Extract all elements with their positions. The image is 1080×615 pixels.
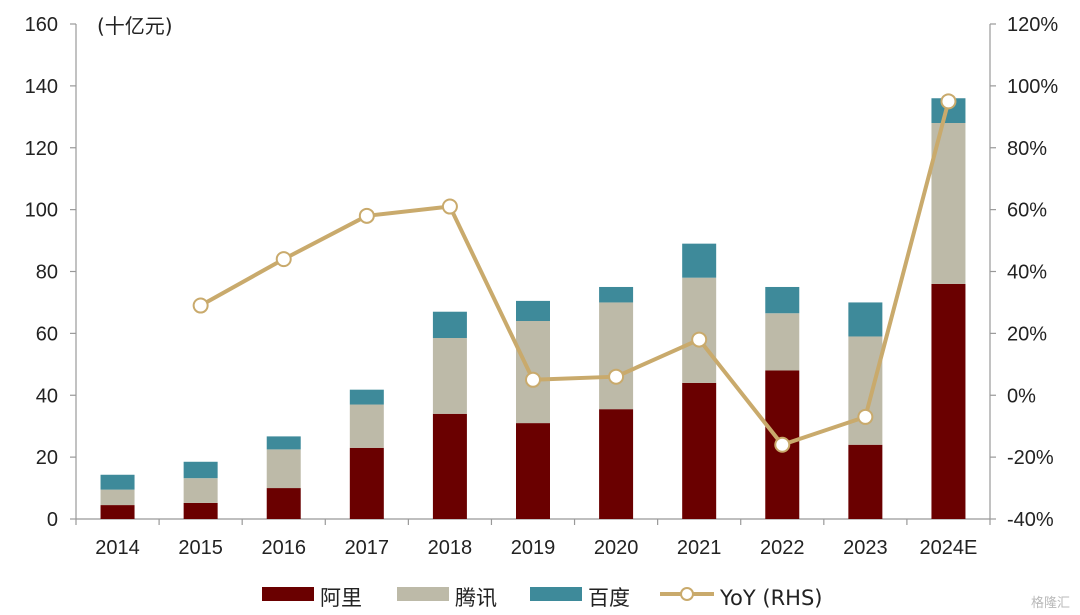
x-tick-label: 2023: [843, 537, 888, 559]
right-tick-label: -20%: [1007, 447, 1054, 469]
legend-swatch: [397, 587, 449, 601]
bar-segment: [100, 489, 135, 506]
bar-segment: [516, 300, 550, 321]
bar-segment: [266, 449, 301, 489]
watermark: 格隆汇: [1030, 596, 1070, 611]
unit-label: (十亿元): [97, 14, 173, 38]
left-tick-label: 160: [25, 14, 58, 36]
bar-segment: [349, 404, 384, 448]
x-tick-label: 2022: [760, 537, 805, 559]
x-tick-label: 2017: [345, 537, 390, 559]
right-tick-label: 40%: [1007, 262, 1047, 284]
bar-segment: [432, 311, 467, 339]
bar-segment: [100, 474, 135, 490]
yoy-point: [774, 436, 791, 453]
bar-segment: [349, 389, 384, 405]
x-tick-label: 2024E: [920, 537, 978, 559]
bar-segment: [848, 302, 883, 337]
yoy-point: [275, 251, 292, 268]
legend-swatch: [262, 587, 314, 601]
right-tick-label: 120%: [1007, 14, 1058, 36]
right-tick-label: 0%: [1007, 385, 1036, 407]
x-tick-label: 2020: [594, 537, 639, 559]
bar-segment: [599, 286, 634, 303]
bar-segment: [432, 338, 467, 414]
yoy-point: [441, 198, 458, 215]
tick-labels: 0 20 40 60 80 100 120 140 160 -40% -20% 0% 20% 40% 60%…: [25, 14, 1059, 559]
legend-marker: [680, 587, 694, 601]
bar-segment: [432, 413, 467, 519]
bar-segment: [765, 313, 800, 371]
bar-segment: [183, 502, 218, 519]
bar-segment: [349, 447, 384, 519]
right-tick-label: -40%: [1007, 509, 1054, 531]
legend: 阿里 腾讯 百度 YoY (RHS): [262, 586, 823, 610]
bar-segment: [266, 436, 301, 450]
yoy-point: [691, 331, 708, 348]
right-tick-label: 100%: [1007, 76, 1058, 98]
left-tick-label: 140: [25, 76, 58, 98]
bar-segment: [682, 382, 717, 519]
bar-segment: [516, 423, 550, 519]
yoy-point: [525, 371, 541, 388]
x-tick-label: 2021: [677, 537, 722, 559]
yoy-point: [608, 368, 625, 385]
legend-label: 百度: [588, 586, 630, 610]
x-tick-label: 2019: [511, 537, 556, 559]
bar-segment: [266, 488, 301, 519]
bar-segment: [599, 302, 634, 410]
left-tick-label: 80: [36, 262, 58, 284]
yoy-line: [192, 93, 957, 453]
yoy-point: [857, 408, 874, 425]
right-tick-label: 20%: [1007, 323, 1047, 345]
bar-segment: [765, 286, 800, 314]
left-tick-label: 0: [47, 509, 58, 531]
left-tick-label: 120: [25, 138, 58, 160]
bars: [100, 98, 966, 519]
yoy-series-line: [199, 100, 951, 447]
bar-segment: [183, 478, 218, 503]
bar-segment: [599, 409, 634, 519]
bar-segment: [848, 444, 883, 519]
x-tick-label: 2015: [178, 537, 223, 559]
yoy-point: [192, 297, 209, 314]
yoy-point: [940, 93, 957, 110]
left-tick-label: 40: [36, 385, 58, 407]
x-tick-label: 2016: [261, 537, 306, 559]
x-tick-label: 2018: [428, 537, 473, 559]
right-tick-label: 60%: [1007, 200, 1047, 222]
yoy-point: [358, 207, 375, 224]
bar-segment: [931, 283, 966, 519]
bar-segment: [100, 505, 135, 519]
left-tick-label: 20: [36, 447, 58, 469]
legend-label: 腾讯: [455, 586, 497, 610]
legend-swatch: [530, 587, 582, 601]
left-tick-label: 60: [36, 323, 58, 345]
bar-segment: [848, 336, 883, 445]
legend-label: YoY (RHS): [719, 586, 823, 610]
bar-segment: [682, 243, 717, 278]
bar-segment: [682, 277, 717, 383]
bar-segment: [183, 461, 218, 479]
right-tick-label: 80%: [1007, 138, 1047, 160]
legend-label: 阿里: [320, 586, 362, 610]
x-tick-label: 2014: [95, 537, 140, 559]
left-tick-label: 100: [25, 200, 58, 222]
